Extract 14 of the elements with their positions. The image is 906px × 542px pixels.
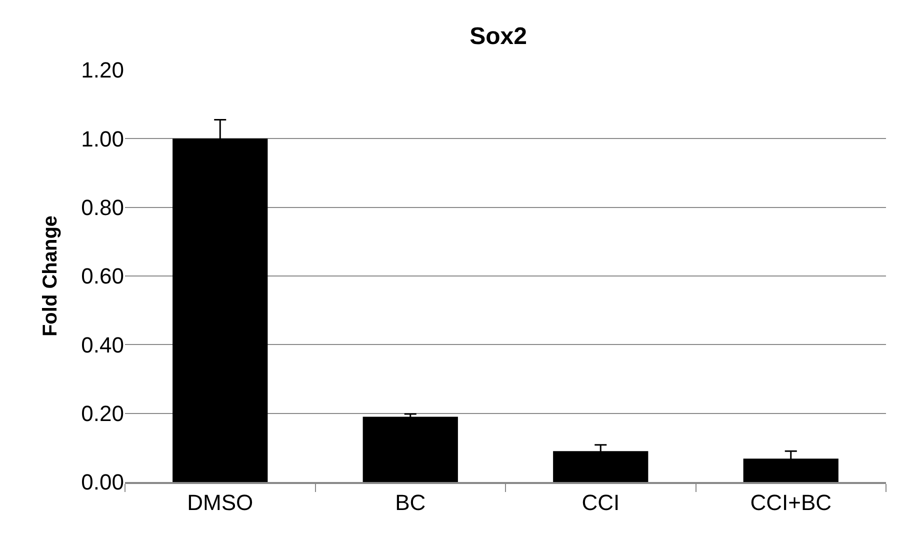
y-axis-title: Fold Change: [40, 215, 62, 337]
y-tick-label: 1.20: [81, 58, 124, 83]
x-tick-label: CCI: [582, 490, 620, 516]
x-tick-label: DMSO: [187, 490, 254, 516]
x-tick-label: BC: [395, 490, 426, 516]
bar: [362, 416, 458, 482]
y-tick-label: 0.80: [81, 195, 124, 220]
y-tick-label: 0.00: [81, 470, 124, 495]
y-tick-label: 0.40: [81, 332, 124, 358]
y-tick-label: 1.00: [81, 126, 124, 152]
x-tick-label: CCI+BC: [750, 490, 832, 516]
chart-title: Sox2: [470, 22, 527, 50]
y-tick-label: 0.20: [81, 401, 124, 426]
y-tick-label: 0.60: [81, 264, 124, 289]
